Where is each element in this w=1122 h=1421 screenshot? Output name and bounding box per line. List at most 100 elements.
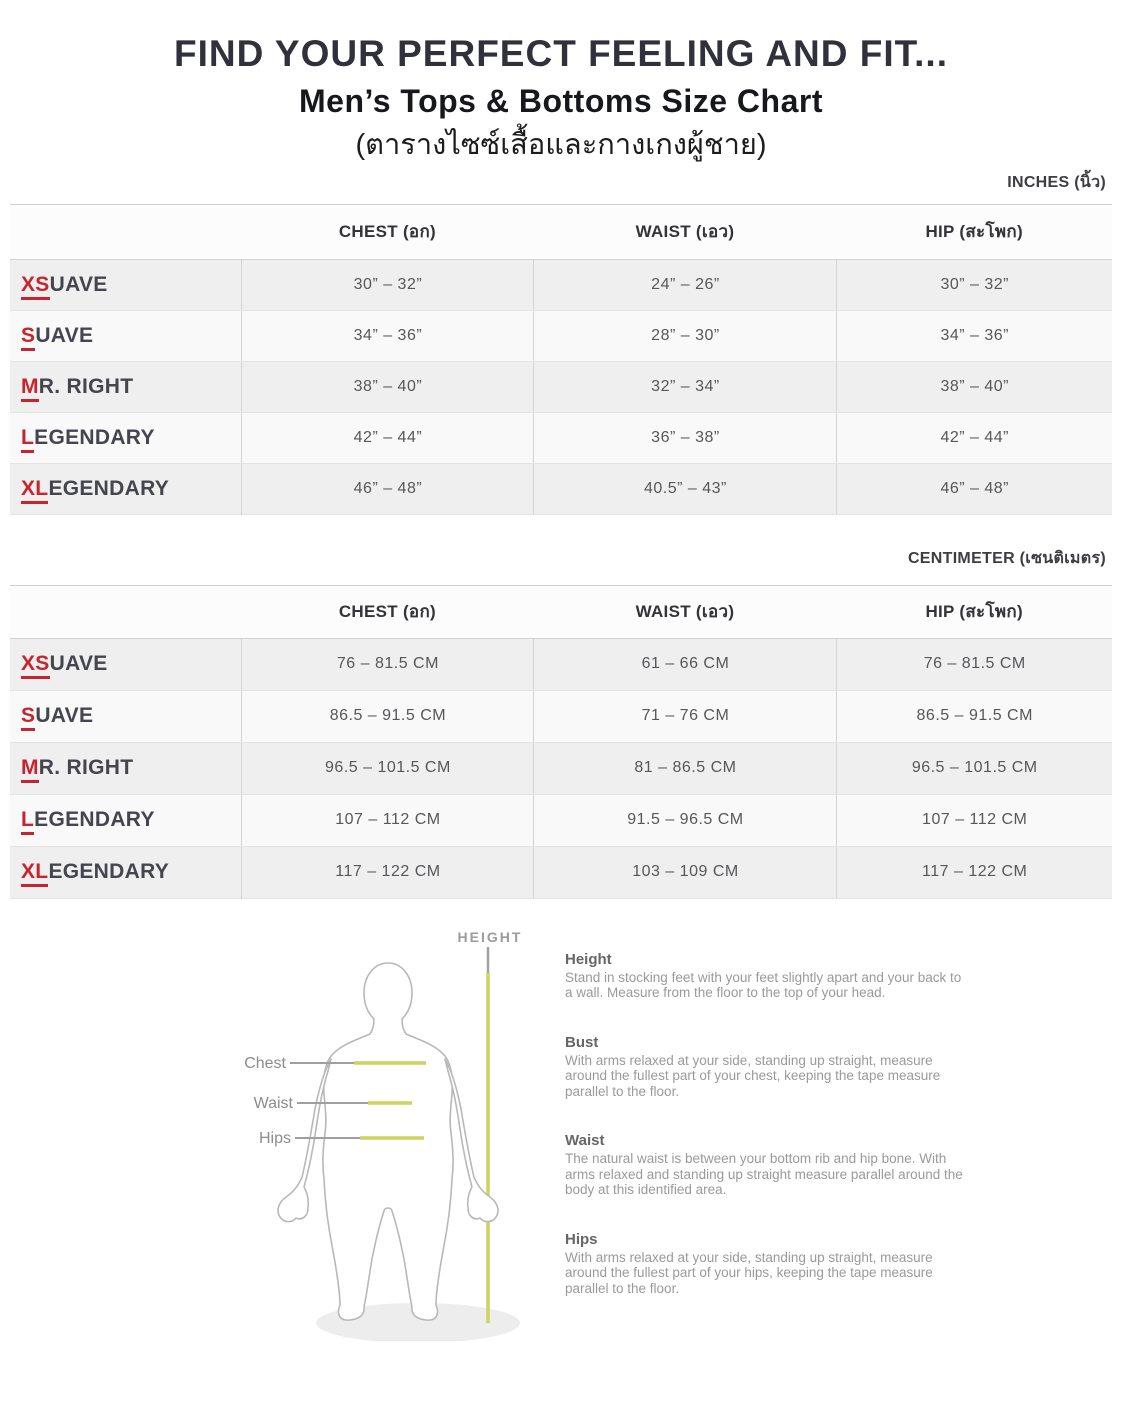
table-row-legendary: LEGENDARY 107 – 112 CM 91.5 – 96.5 CM 10… xyxy=(10,794,1112,847)
size-rest: UAVE xyxy=(49,272,108,296)
size-name: XSUAVE xyxy=(10,260,241,310)
size-rest: EGENDARY xyxy=(48,860,170,884)
hip-value: 46” – 48” xyxy=(836,463,1112,514)
table-row-xlegendary: XLEGENDARY 117 – 122 CM 103 – 109 CM 117… xyxy=(10,846,1112,899)
size-prefix: L xyxy=(21,808,35,836)
column-header-chest: CHEST (อก) xyxy=(338,602,436,622)
waist-value: 61 – 66 CM xyxy=(533,638,836,690)
hips-label: Hips xyxy=(259,1130,291,1147)
table-row-xlegendary: XLEGENDARY 46” – 48” 40.5” – 43” 46” – 4… xyxy=(10,463,1112,515)
table-row-suave: SUAVE 86.5 – 91.5 CM 71 – 76 CM 86.5 – 9… xyxy=(10,690,1112,743)
size-name: LEGENDARY xyxy=(10,795,241,846)
chest-label: Chest xyxy=(244,1055,286,1072)
hip-value: 42” – 44” xyxy=(836,412,1112,463)
column-header-waist: WAIST (เอว) xyxy=(635,222,735,242)
table-row-xsuave: XSUAVE 76 – 81.5 CM 61 – 66 CM 76 – 81.5… xyxy=(10,638,1112,691)
instruction-waist: Waist The natural waist is between your … xyxy=(565,1132,967,1198)
chest-value: 76 – 81.5 CM xyxy=(241,638,533,690)
instruction-heading: Bust xyxy=(565,1033,599,1051)
size-rest: UAVE xyxy=(35,323,94,347)
chest-value: 107 – 112 CM xyxy=(241,794,533,846)
page-subtitle: Men’s Tops & Bottoms Size Chart xyxy=(299,82,823,119)
instruction-text: With arms relaxed at your side, standing… xyxy=(565,1052,941,1099)
instruction-text: Stand in stocking feet with your feet sl… xyxy=(565,969,962,1001)
size-rest: EGENDARY xyxy=(48,476,170,500)
hip-value: 96.5 – 101.5 CM xyxy=(836,742,1112,794)
waist-label: Waist xyxy=(254,1095,294,1112)
chest-value: 96.5 – 101.5 CM xyxy=(241,742,533,794)
body-measurement-diagram: HEIGHT Chest Waist Hips xyxy=(244,929,523,1341)
size-prefix: M xyxy=(21,374,39,402)
chest-value: 30” – 32” xyxy=(241,259,533,310)
chest-value: 34” – 36” xyxy=(241,310,533,361)
size-name: MR. RIGHT xyxy=(10,743,241,794)
height-label: HEIGHT xyxy=(458,929,523,945)
page-header: FIND YOUR PERFECT FEELING AND FIT... Men… xyxy=(0,0,1122,163)
hip-value: 38” – 40” xyxy=(836,361,1112,412)
size-rest: EGENDARY xyxy=(34,808,155,832)
size-prefix: XL xyxy=(21,476,49,504)
measurement-guide-section: HEIGHT Chest Waist Hips Height Stand in … xyxy=(0,899,1122,1360)
hip-value: 76 – 81.5 CM xyxy=(836,638,1112,690)
size-prefix: S xyxy=(21,323,36,351)
size-name: XSUAVE xyxy=(10,639,241,690)
waist-value: 103 – 109 CM xyxy=(533,846,836,898)
size-prefix: M xyxy=(21,756,39,784)
table-row-xsuave: XSUAVE 30” – 32” 24” – 26” 30” – 32” xyxy=(10,259,1112,311)
chest-value: 46” – 48” xyxy=(241,463,533,514)
size-name: SUAVE xyxy=(10,691,241,742)
instruction-text: The natural waist is between your bottom… xyxy=(565,1151,963,1198)
table-row-mr-right: MR. RIGHT 38” – 40” 32” – 34” 38” – 40” xyxy=(10,361,1112,413)
hip-value: 117 – 122 CM xyxy=(836,846,1112,898)
instruction-hips: Hips With arms relaxed at your side, sta… xyxy=(565,1231,967,1297)
hip-value: 107 – 112 CM xyxy=(836,794,1112,846)
right-arm-outline xyxy=(444,1057,499,1222)
centimeter-size-table: CHEST (อก) WAIST (เอว) HIP (สะโพก) XSUAV… xyxy=(10,584,1112,899)
table-row-legendary: LEGENDARY 42” – 44” 36” – 38” 42” – 44” xyxy=(10,412,1112,464)
floor-shadow xyxy=(316,1302,520,1341)
chest-value: 42” – 44” xyxy=(241,412,533,463)
chest-value: 86.5 – 91.5 CM xyxy=(241,690,533,742)
page-title: FIND YOUR PERFECT FEELING AND FIT... xyxy=(174,33,948,74)
size-name: XLEGENDARY xyxy=(10,464,241,514)
table-header-row: CHEST (อก) WAIST (เอว) HIP (สะโพก) xyxy=(10,204,1112,260)
chest-value: 117 – 122 CM xyxy=(241,846,533,898)
instruction-text: With arms relaxed at your side, standing… xyxy=(565,1249,933,1296)
instruction-heading: Height xyxy=(565,950,612,968)
size-name: SUAVE xyxy=(10,311,241,361)
waist-value: 91.5 – 96.5 CM xyxy=(533,794,836,846)
instruction-heading: Hips xyxy=(565,1230,598,1248)
body-outline xyxy=(322,961,454,1321)
waist-value: 81 – 86.5 CM xyxy=(533,742,836,794)
hip-value: 30” – 32” xyxy=(836,259,1112,310)
page-subtitle-thai: (ตารางไซซ์เสื้อและกางเกงผู้ชาย) xyxy=(355,128,767,161)
size-name: XLEGENDARY xyxy=(10,847,241,898)
left-arm-outline xyxy=(277,1057,332,1222)
column-header-hip: HIP (สะโพก) xyxy=(925,222,1023,242)
waist-value: 28” – 30” xyxy=(533,310,836,361)
instruction-heading: Waist xyxy=(565,1132,605,1150)
waist-value: 40.5” – 43” xyxy=(533,463,836,514)
unit-label-inches: INCHES (นิ้ว) xyxy=(1007,173,1106,191)
table-row-suave: SUAVE 34” – 36” 28” – 30” 34” – 36” xyxy=(10,310,1112,362)
unit-label-centimeter: CENTIMETER (เซนติเมตร) xyxy=(907,549,1106,567)
instruction-height: Height Stand in stocking feet with your … xyxy=(565,951,967,1001)
size-rest: R. RIGHT xyxy=(38,374,134,398)
column-header-chest: CHEST (อก) xyxy=(338,222,436,242)
waist-value: 32” – 34” xyxy=(533,361,836,412)
size-prefix: L xyxy=(21,425,35,453)
size-prefix: XS xyxy=(21,272,50,300)
size-rest: UAVE xyxy=(49,652,108,676)
waist-value: 24” – 26” xyxy=(533,259,836,310)
size-rest: R. RIGHT xyxy=(38,756,134,780)
column-header-waist: WAIST (เอว) xyxy=(635,602,735,622)
inches-size-table: CHEST (อก) WAIST (เอว) HIP (สะโพก) XSUAV… xyxy=(10,203,1112,515)
size-name: MR. RIGHT xyxy=(10,362,241,412)
table-row-mr-right: MR. RIGHT 96.5 – 101.5 CM 81 – 86.5 CM 9… xyxy=(10,742,1112,795)
instruction-bust: Bust With arms relaxed at your side, sta… xyxy=(565,1034,967,1100)
waist-value: 36” – 38” xyxy=(533,412,836,463)
size-prefix: S xyxy=(21,704,36,732)
size-rest: EGENDARY xyxy=(34,425,155,449)
size-rest: UAVE xyxy=(35,704,94,728)
size-prefix: XS xyxy=(21,652,50,680)
